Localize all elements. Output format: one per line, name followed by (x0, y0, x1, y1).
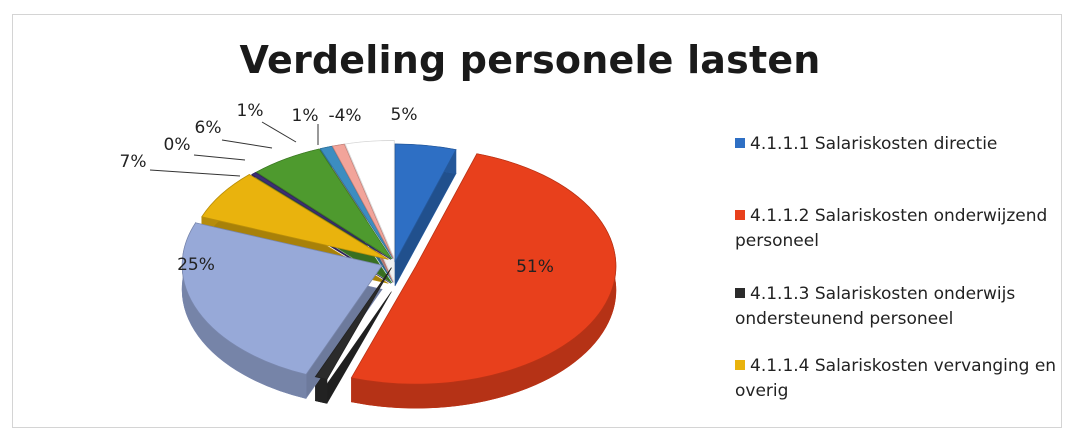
pie-label-0: 5% (391, 105, 418, 125)
pie-label-5: 0% (164, 135, 191, 155)
pie-slice-0 (394, 143, 457, 263)
pie-leader-line-3 (261, 121, 297, 143)
pie-label-9: -4% (328, 106, 361, 126)
pie-slice-1 (350, 153, 617, 385)
pie-label-1: 51% (516, 257, 554, 277)
pie-label-3: 25% (177, 255, 215, 275)
pie-leader-line-0 (149, 169, 241, 177)
pie-label-8: 1% (292, 106, 319, 126)
pie-slice-3 (181, 222, 383, 375)
pie-leader-line-2 (221, 139, 273, 149)
pie-label-6: 6% (195, 118, 222, 138)
pie-leader-line-1 (193, 154, 246, 161)
legend-swatch-vervanging (735, 360, 745, 370)
legend-label-directie: 4.1.1.1 Salariskosten directie (750, 134, 998, 154)
legend-item-ondersteunend: 4.1.1.3 Salariskosten onderwijs onderste… (735, 282, 1065, 332)
legend-label-ondersteunend: 4.1.1.3 Salariskosten onderwijs onderste… (735, 284, 1016, 329)
legend-item-vervanging: 4.1.1.4 Salariskosten vervanging en over… (735, 354, 1065, 404)
legend-item-directie: 4.1.1.1 Salariskosten directie (735, 132, 1065, 157)
legend-item-onderwijzend: 4.1.1.2 Salariskosten onderwijzend perso… (735, 204, 1065, 254)
legend-swatch-ondersteunend (735, 288, 745, 298)
pie-label-4: 7% (120, 152, 147, 172)
legend-label-onderwijzend: 4.1.1.2 Salariskosten onderwijzend perso… (735, 206, 1048, 251)
pie-slice-6 (255, 148, 393, 260)
legend-label-vervanging: 4.1.1.4 Salariskosten vervanging en over… (735, 356, 1057, 401)
pie-slice-2 (314, 267, 392, 380)
pie-slice-4 (201, 174, 389, 260)
pie-label-7: 1% (237, 101, 264, 121)
pie-slice-9 (344, 140, 395, 259)
legend-swatch-directie (735, 138, 745, 148)
pie-slice-5 (251, 172, 392, 260)
pie-slice-8 (331, 143, 394, 259)
chart-title: Verdeling personele lasten (239, 38, 821, 82)
legend-swatch-onderwijzend (735, 210, 745, 220)
